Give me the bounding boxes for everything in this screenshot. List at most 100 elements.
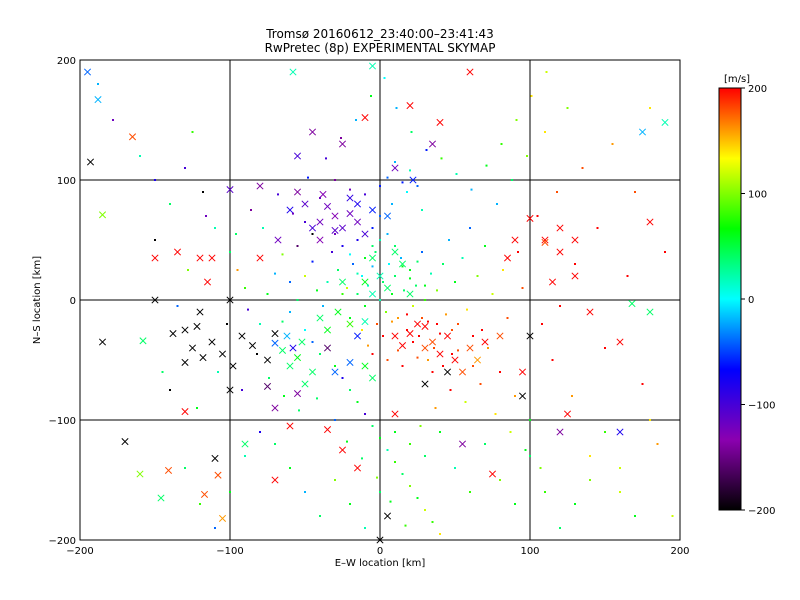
dot-point-74	[502, 269, 504, 271]
dot-point-225	[530, 95, 533, 97]
cross-point-15	[229, 362, 237, 370]
cross-point-34	[331, 212, 339, 220]
dot-point-36	[379, 299, 381, 301]
cross-point-8	[211, 454, 219, 462]
cross-point-83	[413, 320, 422, 328]
dot-point-175	[649, 419, 651, 421]
dot-point-112	[334, 179, 336, 181]
colorbar-tick-label-1: 100	[748, 190, 767, 201]
cross-point-145	[376, 272, 384, 280]
dot-point-53	[430, 272, 432, 275]
dot-point-39	[388, 263, 390, 265]
dot-point-83	[541, 323, 543, 325]
dot-point-162	[454, 467, 456, 469]
cross-point-80	[391, 332, 399, 340]
dot-point-64	[466, 308, 468, 311]
cross-point-93	[458, 368, 467, 376]
dot-point-19	[304, 275, 306, 277]
cross-point-14	[218, 350, 227, 358]
dot-point-190	[268, 377, 270, 379]
dot-point-157	[379, 491, 381, 493]
cross-point-109	[406, 102, 414, 110]
dot-point-49	[418, 335, 420, 337]
dot-point-133	[364, 413, 366, 415]
cross-point-73	[331, 368, 339, 376]
cross-point-113	[556, 224, 564, 232]
dot-point-105	[364, 193, 366, 196]
dot-point-103	[671, 515, 674, 517]
dot-point-29	[352, 263, 354, 265]
cross-point-87	[451, 356, 459, 364]
dot-point-128	[319, 353, 321, 355]
dot-point-54	[433, 347, 435, 349]
cross-point-75	[346, 358, 354, 366]
cross-point-128	[443, 368, 452, 376]
x-tick-label-3: 100	[520, 546, 539, 557]
dot-point-249	[379, 239, 381, 241]
cross-point-64	[628, 300, 636, 308]
dot-point-70	[487, 347, 489, 349]
dot-point-167	[529, 455, 531, 457]
cross-point-9	[214, 471, 222, 479]
dot-point-252	[394, 245, 396, 247]
cross-point-110	[436, 118, 444, 126]
cross-point-95	[526, 332, 534, 340]
dot-point-194	[298, 409, 300, 412]
dot-point-9	[229, 251, 231, 253]
cross-point-69	[271, 404, 279, 412]
cross-point-1	[94, 96, 102, 104]
dot-point-22	[322, 305, 324, 307]
dot-point-18	[296, 299, 299, 301]
cross-point-13	[208, 338, 216, 346]
cross-point-10	[139, 337, 147, 345]
cross-point-154	[316, 314, 324, 322]
dot-point-72	[496, 203, 498, 205]
cross-point-112	[541, 238, 549, 246]
dot-point-69	[484, 245, 486, 247]
dot-point-41	[394, 275, 396, 277]
dot-point-32	[364, 305, 366, 307]
cross-point-118	[196, 254, 204, 262]
dot-point-139	[409, 485, 411, 487]
dot-point-215	[455, 173, 458, 175]
cross-point-132	[556, 428, 564, 436]
dot-point-37	[382, 281, 384, 283]
cross-point-63	[638, 128, 647, 136]
cross-point-40	[308, 224, 317, 232]
dot-point-5	[184, 167, 186, 169]
dot-point-256	[349, 253, 351, 256]
dot-point-91	[581, 167, 584, 169]
dot-point-239	[457, 349, 459, 352]
dot-point-136	[386, 449, 389, 451]
colorbar-gradient	[718, 87, 742, 511]
dot-point-10	[236, 269, 239, 271]
cross-point-134	[353, 464, 362, 472]
dot-point-110	[409, 169, 411, 172]
dot-point-186	[241, 389, 243, 391]
cross-point-103	[503, 254, 512, 262]
dot-point-207	[395, 107, 398, 109]
dot-point-16	[281, 253, 284, 256]
cross-point-61	[136, 470, 144, 478]
cross-point-2	[128, 133, 137, 141]
cross-point-58	[226, 186, 234, 194]
dot-point-231	[416, 356, 419, 359]
dot-point-185	[235, 233, 237, 235]
cross-point-108	[361, 114, 369, 122]
dot-point-23	[326, 281, 329, 283]
dot-point-34	[371, 265, 374, 268]
dot-point-50	[421, 251, 423, 253]
dot-point-214	[449, 389, 452, 391]
dot-point-208	[404, 524, 407, 527]
dot-point-113	[319, 197, 321, 199]
cross-point-5	[164, 466, 173, 474]
dot-point-141	[424, 509, 426, 511]
cross-point-27	[298, 338, 306, 346]
dot-point-170	[574, 503, 576, 505]
cross-point-62	[661, 118, 669, 126]
dot-point-230	[401, 365, 404, 367]
cross-point-56	[289, 68, 297, 76]
dot-point-169	[559, 527, 561, 529]
dot-point-182	[205, 215, 207, 217]
colorbar-tick-label-0: 200	[748, 84, 767, 95]
